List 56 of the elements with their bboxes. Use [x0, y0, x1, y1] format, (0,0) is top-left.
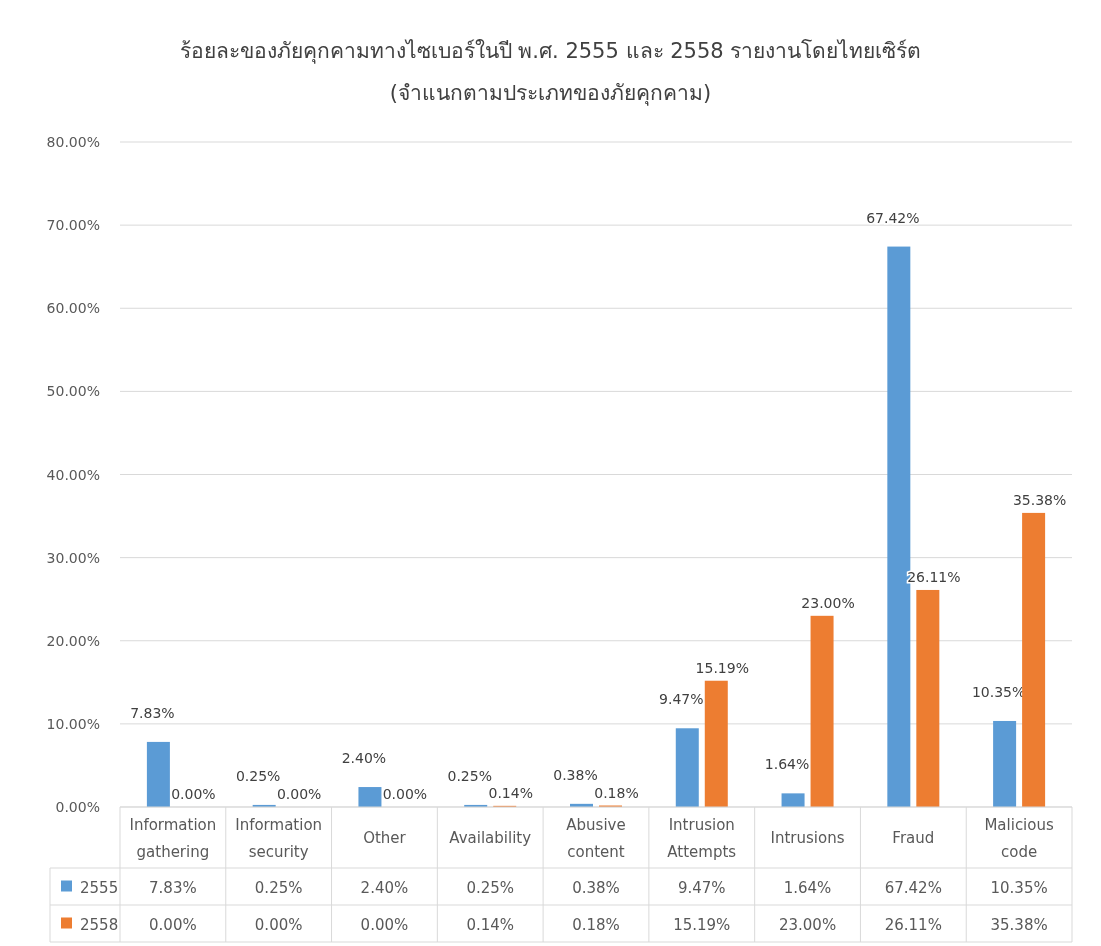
y-tick-label: 70.00%	[46, 217, 100, 234]
legend-label: 2555	[80, 878, 119, 897]
y-tick-label: 0.00%	[55, 799, 100, 815]
text: 0.14%	[488, 784, 533, 801]
data-label: 26.11%	[884, 915, 942, 934]
data-label: 0.00%	[360, 915, 409, 934]
text: 0.00%	[276, 786, 322, 802]
x-tick-label: Intrusions	[770, 829, 845, 847]
data-label: 15.19%	[673, 915, 731, 934]
text: 7.83%	[130, 704, 175, 721]
text: 0.18%	[594, 784, 639, 801]
data-label: 23.00%	[778, 915, 837, 934]
text: 0.00%	[382, 786, 428, 802]
x-tick-label: Abusive content	[566, 816, 626, 861]
text: 0.25%	[235, 767, 281, 784]
text: 15.19%	[695, 659, 749, 676]
data-label: 0.18%	[572, 915, 620, 934]
y-tick-label: 60.00%	[46, 300, 100, 317]
y-tick-label: 10.00%	[46, 715, 100, 732]
data-label: 35.38%	[990, 915, 1048, 934]
text: 0.38%	[553, 766, 598, 783]
legend-label: 2558	[80, 915, 119, 934]
chart-title: ร้อยละของภัยคุกคามทางไซเบอร์ในปี พ.ศ. 2555 และ 2558 รายงานโดยไทยเซิร์ต	[179, 39, 922, 64]
text: 67.42%	[866, 209, 920, 226]
y-tick-label: 30.00%	[46, 549, 100, 566]
text: 23.00%	[801, 594, 855, 611]
data-label: 0.14%	[466, 915, 515, 934]
y-tick-label: 80.00%	[46, 134, 100, 150]
x-tick-label: Information security	[235, 816, 323, 861]
data-label: 9.47%	[677, 878, 726, 897]
data-label: 67.42%	[884, 878, 942, 897]
y-tick-label: 40.00%	[46, 466, 100, 483]
text: 2.40%	[341, 750, 387, 767]
x-tick-label: Information gathering	[129, 816, 217, 861]
data-label: 2.40%	[360, 878, 409, 897]
text: 35.38%	[1012, 491, 1067, 508]
data-label: 1.64%	[783, 878, 832, 897]
data-label: 0.25%	[254, 878, 303, 897]
text: 0.25%	[447, 767, 492, 784]
y-tick-label: 20.00%	[46, 632, 100, 649]
data-label: 0.00%	[254, 915, 303, 934]
x-tick-label: Malicious code	[984, 816, 1054, 861]
text: 1.64%	[764, 756, 810, 773]
data-label: 7.83%	[149, 878, 197, 897]
text: 9.47%	[659, 691, 704, 708]
text: 0.00%	[171, 786, 216, 802]
chart-subtitle: (จำแนกตามประเภทของภัยคุกคาม)	[389, 81, 712, 106]
x-tick-label: Intrusion Attempts	[667, 816, 737, 861]
y-tick-label: 50.00%	[46, 383, 100, 400]
data-label: 0.00%	[149, 915, 197, 934]
x-tick-label: Availability	[449, 829, 532, 847]
data-label: 10.35%	[990, 878, 1048, 897]
data-label: 0.38%	[572, 878, 620, 897]
x-tick-label: Fraud	[892, 829, 935, 847]
x-tick-label: Other	[363, 829, 407, 847]
data-label: 0.25%	[466, 878, 515, 897]
